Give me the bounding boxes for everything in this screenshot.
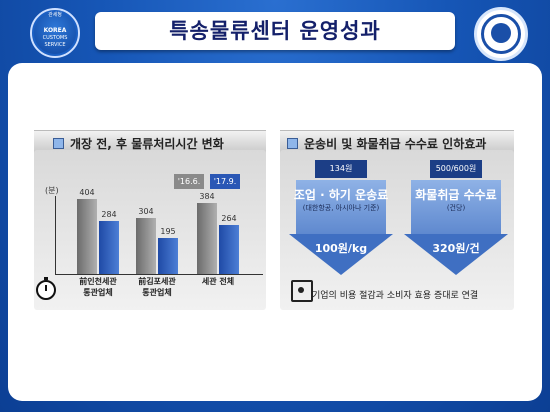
money-icon — [291, 280, 313, 302]
logo-text-top: 관세청 — [48, 12, 62, 18]
logo-text-mid: KOREA — [43, 27, 67, 34]
freight-sub: (대한항공, 아시아나 기준) — [302, 204, 380, 212]
logo-text-b1: CUSTOMS — [42, 35, 68, 41]
effect-note: 기업의 비용 절감과 소비자 효용 증대로 연결 — [312, 291, 479, 301]
bar-after-1 — [158, 238, 178, 274]
bar-value-label: 384 — [199, 192, 215, 201]
handling-arrow: 화물취급 수수료 (건당) 320원/건 — [404, 180, 508, 275]
unit-label: (분) — [45, 186, 59, 195]
right-section-title-text: 운송비 및 화물취급 수수료 인하효과 — [304, 137, 487, 151]
emblem-logo-right — [474, 7, 528, 61]
handling-label: 화물취급 수수료 — [415, 188, 497, 202]
freight-before-badge: 134원 — [315, 160, 367, 178]
x-axis — [55, 274, 263, 275]
category-label: 前인천세관 통관업체 — [79, 277, 117, 297]
left-section-title: 개장 전, 후 물류처리시간 변화 — [53, 134, 224, 154]
emblem-ring-icon — [481, 14, 521, 54]
bar-value-label: 284 — [101, 210, 117, 219]
handling-sub: (건당) — [446, 204, 466, 212]
emblem-core-icon — [491, 23, 511, 43]
bullet-square-icon — [287, 138, 298, 149]
right-section-title: 운송비 및 화물취급 수수료 인하효과 — [287, 134, 486, 154]
page-title: 특송물류센터 운영성과 — [95, 12, 455, 50]
bar-before-1 — [136, 218, 156, 274]
freight-label: 조업 · 하기 운송료 — [293, 188, 389, 202]
customs-logo-left: 관세청 KOREA CUSTOMS SERVICE — [30, 8, 80, 58]
bar-after-2 — [219, 225, 239, 274]
logo-text-b2: SERVICE — [44, 42, 66, 48]
bullet-square-icon — [53, 138, 64, 149]
category-label: 세관 전체 — [201, 277, 235, 286]
left-section-title-text: 개장 전, 후 물류처리시간 변화 — [70, 137, 224, 151]
bar-value-label: 304 — [138, 207, 154, 216]
freight-value: 100원/kg — [314, 242, 368, 255]
freight-arrow: 조업 · 하기 운송료 (대한항공, 아시아나 기준) 100원/kg — [289, 180, 393, 275]
legend-after: '17.9. — [210, 174, 240, 189]
legend-before: '16.6. — [174, 174, 204, 189]
bar-value-label: 264 — [221, 214, 237, 223]
bar-value-label: 404 — [79, 188, 95, 197]
left-section-header — [34, 130, 266, 153]
stopwatch-icon — [36, 277, 56, 300]
bar-before-2 — [197, 203, 217, 274]
category-label: 前김포세관 통관업체 — [138, 277, 176, 297]
handling-before-badge: 500/600원 — [430, 160, 482, 178]
bar-before-0 — [77, 199, 97, 274]
y-axis — [55, 196, 56, 274]
handling-value: 320원/건 — [432, 242, 480, 255]
right-section-header — [280, 130, 514, 153]
bar-after-0 — [99, 221, 119, 274]
bar-value-label: 195 — [160, 227, 176, 236]
